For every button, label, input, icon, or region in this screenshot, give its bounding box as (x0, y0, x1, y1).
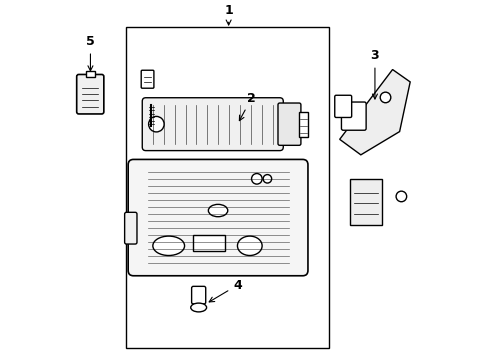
Circle shape (263, 175, 271, 183)
FancyBboxPatch shape (142, 98, 283, 150)
FancyBboxPatch shape (77, 75, 103, 114)
Text: 1: 1 (224, 4, 233, 25)
Polygon shape (339, 69, 409, 155)
FancyBboxPatch shape (141, 70, 154, 88)
Bar (126, 27, 328, 348)
Polygon shape (349, 179, 381, 225)
Ellipse shape (237, 236, 262, 256)
FancyBboxPatch shape (277, 103, 300, 145)
Circle shape (148, 116, 164, 132)
Circle shape (380, 92, 390, 103)
Ellipse shape (208, 204, 227, 217)
Text: 4: 4 (209, 279, 242, 302)
FancyBboxPatch shape (124, 212, 137, 244)
FancyBboxPatch shape (334, 95, 351, 117)
Text: 2: 2 (239, 92, 255, 121)
FancyBboxPatch shape (191, 286, 205, 304)
Bar (299, 112, 307, 136)
Text: 5: 5 (86, 35, 95, 71)
FancyBboxPatch shape (128, 159, 307, 276)
Circle shape (251, 174, 262, 184)
Circle shape (395, 191, 406, 202)
Ellipse shape (190, 303, 206, 312)
Ellipse shape (153, 236, 184, 256)
Bar (86, 71, 95, 77)
Bar (193, 235, 224, 251)
Text: 3: 3 (370, 49, 379, 99)
FancyBboxPatch shape (341, 102, 366, 130)
